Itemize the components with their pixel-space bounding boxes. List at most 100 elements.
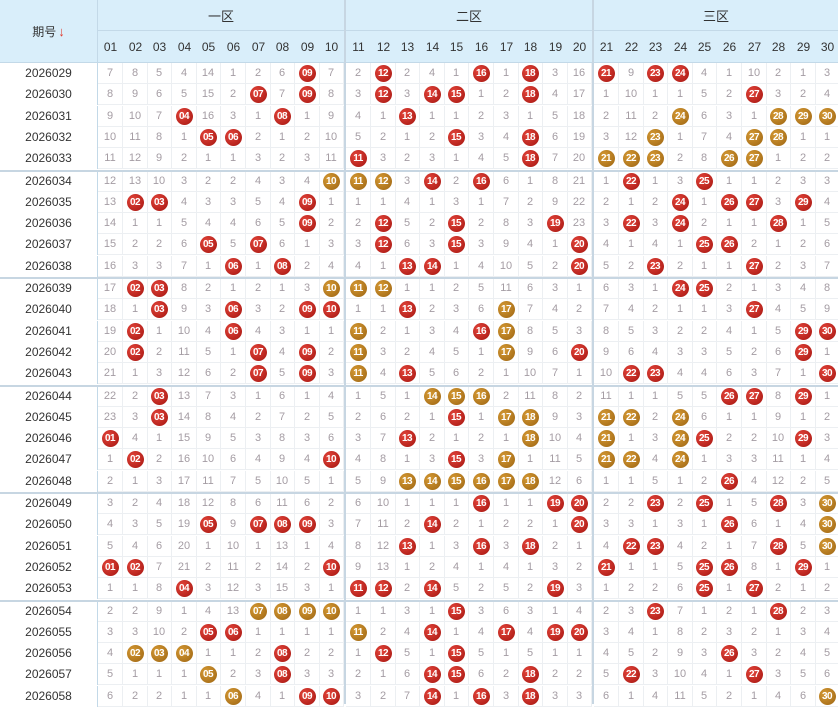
omission-count-cell: 2 (246, 127, 271, 148)
drawn-number-cell: 12 (371, 278, 396, 299)
omission-count-cell: 4 (668, 536, 693, 557)
zone-divider (344, 0, 346, 704)
drawn-number-cell: 18 (518, 127, 543, 148)
omission-count-cell: 9 (319, 106, 344, 127)
drawn-number-cell: 30 (815, 514, 838, 535)
number-header-26: 26 (717, 31, 742, 63)
omission-count-cell: 6 (270, 234, 295, 255)
omission-count-cell: 15 (172, 428, 197, 449)
number-header-25: 25 (692, 31, 717, 63)
omission-count-cell: 6 (815, 234, 838, 255)
drawn-number-cell: 16 (469, 321, 494, 342)
omission-count-cell: 2 (815, 407, 838, 428)
drawn-number-cell: 16 (469, 63, 494, 84)
consecutive-number-ball: 15 (447, 387, 465, 405)
omission-count-cell: 2 (295, 643, 320, 664)
omission-count-cell: 1 (123, 471, 148, 492)
omission-count-cell: 14 (172, 407, 197, 428)
consecutive-number-ball: 23 (646, 149, 664, 167)
drawn-number-cell: 01 (98, 557, 123, 578)
omission-count-cell: 2 (221, 171, 246, 192)
omission-count-cell: 3 (567, 321, 592, 342)
omission-count-cell: 1 (692, 601, 717, 622)
drawn-number-cell: 02 (123, 192, 148, 213)
omission-count-cell: 3 (619, 514, 644, 535)
drawn-number-cell: 24 (668, 407, 693, 428)
omission-count-cell: 9 (543, 192, 568, 213)
omission-count-cell: 8 (371, 449, 396, 470)
drawn-number-cell: 30 (815, 536, 838, 557)
omission-count-cell: 4 (196, 213, 221, 234)
omission-count-cell: 1 (395, 493, 420, 514)
drawn-number-cell: 22 (619, 664, 644, 685)
omission-count-cell: 2 (221, 664, 246, 685)
issue-column-header[interactable]: 期号 ↓ (0, 0, 98, 63)
omission-count-cell: 1 (717, 493, 742, 514)
omission-count-cell: 10 (196, 449, 221, 470)
winning-number-ball: 30 (818, 322, 836, 340)
omission-count-cell: 1 (295, 321, 320, 342)
winning-number-ball: 15 (447, 128, 465, 146)
omission-count-cell: 2 (469, 428, 494, 449)
omission-count-cell: 5 (692, 386, 717, 407)
omission-count-cell: 6 (270, 63, 295, 84)
omission-count-cell: 2 (692, 321, 717, 342)
winning-number-ball: 09 (298, 364, 316, 382)
winning-number-ball: 04 (175, 107, 193, 125)
omission-count-cell: 4 (444, 557, 469, 578)
winning-number-ball: 05 (199, 128, 217, 146)
omission-count-cell: 2 (295, 407, 320, 428)
omission-count-cell: 7 (196, 386, 221, 407)
omission-count-cell: 3 (815, 63, 838, 84)
omission-count-cell: 8 (147, 127, 172, 148)
omission-count-cell: 2 (668, 148, 693, 169)
omission-count-cell: 5 (543, 321, 568, 342)
number-header-15: 15 (444, 31, 469, 63)
omission-count-cell: 12 (221, 578, 246, 599)
consecutive-number-ball: 30 (818, 515, 836, 533)
omission-count-cell: 11 (518, 386, 543, 407)
arrow-down-icon[interactable]: ↓ (58, 23, 65, 39)
omission-count-cell: 2 (395, 578, 420, 599)
omission-count-cell: 1 (319, 471, 344, 492)
winning-number-ball: 23 (646, 257, 664, 275)
omission-count-cell: 1 (619, 234, 644, 255)
drawn-number-cell: 22 (619, 449, 644, 470)
omission-count-cell: 3 (494, 106, 519, 127)
omission-count-cell: 4 (619, 622, 644, 643)
winning-number-ball: 19 (546, 623, 564, 641)
omission-count-cell: 2 (742, 428, 767, 449)
winning-number-ball: 09 (298, 300, 316, 318)
issue-number: 2026054 (0, 601, 98, 622)
issue-number: 2026042 (0, 342, 98, 363)
drawn-number-cell: 26 (717, 471, 742, 492)
omission-count-cell: 5 (494, 578, 519, 599)
omission-count-cell: 10 (668, 664, 693, 685)
omission-count-cell: 2 (692, 213, 717, 234)
omission-count-cell: 6 (246, 213, 271, 234)
winning-number-ball: 26 (720, 472, 738, 490)
number-header-24: 24 (668, 31, 693, 63)
omission-count-cell: 17 (98, 278, 123, 299)
omission-count-cell: 6 (346, 493, 371, 514)
omission-count-cell: 7 (815, 256, 838, 277)
number-header-20: 20 (567, 31, 592, 63)
omission-count-cell: 1 (246, 386, 271, 407)
omission-count-cell: 9 (518, 342, 543, 363)
omission-count-cell: 3 (246, 578, 271, 599)
issue-number: 2026029 (0, 63, 98, 84)
number-header-28: 28 (766, 31, 791, 63)
omission-count-cell: 1 (346, 386, 371, 407)
winning-number-ball: 08 (273, 644, 291, 662)
winning-number-ball: 25 (695, 429, 713, 447)
omission-count-cell: 23 (567, 213, 592, 234)
drawn-number-cell: 14 (420, 514, 445, 535)
drawn-number-cell: 25 (692, 578, 717, 599)
omission-count-cell: 3 (791, 493, 816, 514)
drawn-number-cell: 18 (518, 471, 543, 492)
omission-count-cell: 1 (494, 363, 519, 384)
winning-number-ball: 03 (150, 279, 168, 297)
omission-count-cell: 8 (594, 321, 619, 342)
drawn-number-cell: 08 (270, 643, 295, 664)
omission-count-cell: 1 (518, 557, 543, 578)
